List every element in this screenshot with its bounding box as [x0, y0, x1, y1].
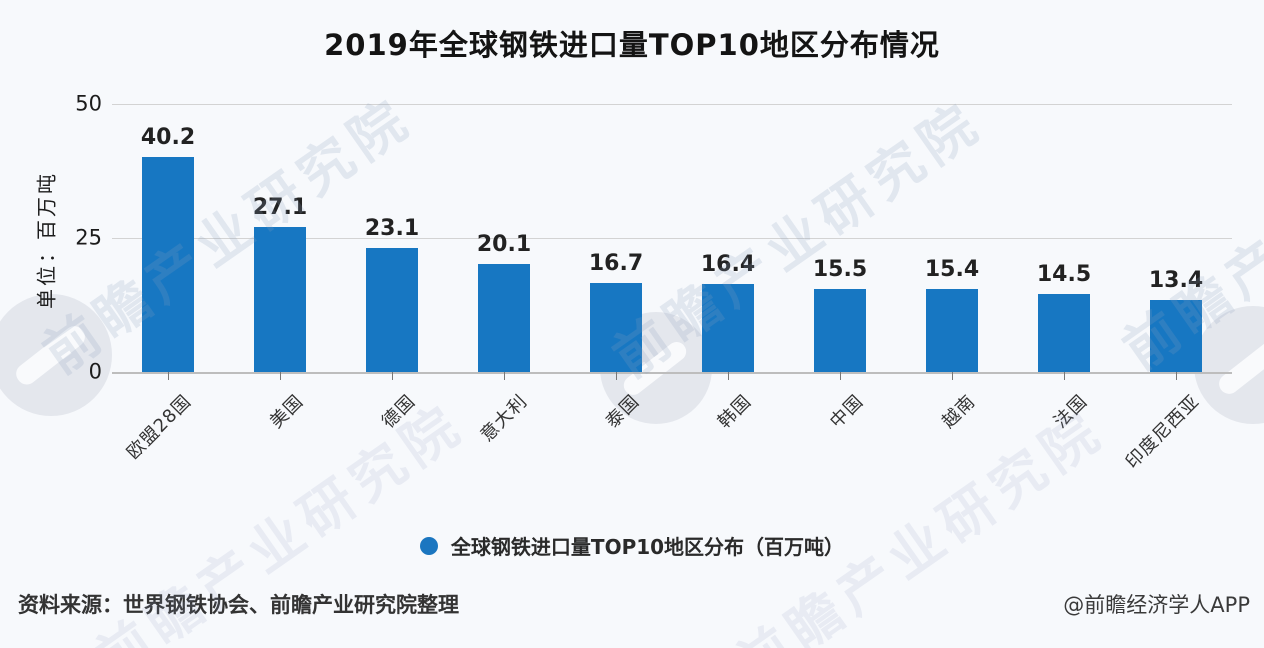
- legend-label: 全球钢铁进口量TOP10地区分布（百万吨）: [450, 535, 845, 559]
- bar-slot: 40.2 欧盟28国: [112, 104, 224, 464]
- bar-slot: 14.5 法国: [1008, 104, 1120, 433]
- x-category-label: 韩国: [713, 390, 756, 433]
- bar: [702, 284, 754, 372]
- bar: [926, 289, 978, 372]
- x-tick: [1064, 372, 1065, 380]
- bar-slot: 15.5 中国: [784, 104, 896, 432]
- x-tick: [616, 372, 617, 380]
- bar-slot: 23.1 德国: [336, 104, 448, 433]
- gridline: [112, 238, 1232, 239]
- x-tick: [952, 372, 953, 380]
- bar: [478, 264, 530, 372]
- bar-value-label: 15.4: [924, 257, 980, 283]
- plot-area: 0 25 50 40.2 欧盟28国 27.1 美国 23.1 德国 20.1 意大利 16.7 泰国 1…: [75, 93, 1232, 473]
- x-tick: [168, 372, 169, 380]
- x-tick: [1176, 372, 1177, 380]
- x-category-label: 印度尼西亚: [1121, 390, 1204, 473]
- credit-note: @前瞻经济学人APP: [1063, 593, 1250, 617]
- bar-value-label: 13.4: [1148, 268, 1204, 294]
- x-category-label: 美国: [265, 390, 308, 433]
- bar: [1038, 294, 1090, 372]
- chart-title: 2019年全球钢铁进口量TOP10地区分布情况: [324, 28, 940, 62]
- y-tick-label: 50: [75, 91, 102, 116]
- x-category-label: 德国: [377, 390, 420, 433]
- bar-slot: 16.7 泰国: [560, 104, 672, 433]
- bar: [590, 282, 642, 372]
- bar-value-label: 16.7: [588, 250, 644, 276]
- bar-slot: 15.4 越南: [896, 104, 1008, 433]
- bar: [814, 288, 866, 372]
- x-category-label: 中国: [825, 390, 868, 433]
- x-tick: [840, 372, 841, 380]
- x-category-label: 泰国: [601, 390, 644, 433]
- bar-value-label: 16.4: [700, 252, 756, 278]
- bar-value-label: 40.2: [140, 124, 196, 150]
- bar-slot: 27.1 美国: [224, 104, 336, 432]
- bar-value-label: 27.1: [252, 194, 308, 220]
- bar-value-label: 15.5: [812, 256, 868, 282]
- bar: [366, 248, 418, 372]
- y-tick-label: 25: [75, 225, 102, 250]
- x-tick: [280, 372, 281, 380]
- footer: 资料来源：世界钢铁协会、前瞻产业研究院整理 @前瞻经济学人APP: [18, 589, 1250, 619]
- bar-slot: 20.1 意大利: [448, 104, 560, 446]
- y-tick-label: 0: [88, 359, 102, 384]
- watermark-logo-circle: [0, 294, 112, 416]
- bar-value-label: 20.1: [476, 232, 532, 258]
- x-tick: [728, 372, 729, 380]
- x-category-label: 法国: [1049, 390, 1092, 433]
- x-category-label: 越南: [937, 390, 980, 433]
- x-category-label: 欧盟28国: [122, 390, 196, 464]
- bar: [142, 156, 194, 372]
- x-category-label: 意大利: [476, 390, 532, 446]
- gridline: [112, 104, 1232, 105]
- bar-value-label: 14.5: [1036, 262, 1092, 288]
- bar: [1150, 300, 1202, 372]
- x-axis-line: [112, 372, 1232, 374]
- bar: [254, 226, 306, 372]
- x-tick: [392, 372, 393, 380]
- legend-marker-icon: [419, 536, 438, 555]
- bar-slot: 13.4 印度尼西亚: [1120, 104, 1232, 473]
- bar-slot: 16.4 韩国: [672, 104, 784, 433]
- bar-value-label: 23.1: [364, 216, 420, 242]
- source-note: 资料来源：世界钢铁协会、前瞻产业研究院整理: [18, 593, 459, 617]
- x-tick: [504, 372, 505, 380]
- legend: 全球钢铁进口量TOP10地区分布（百万吨）: [0, 531, 1264, 560]
